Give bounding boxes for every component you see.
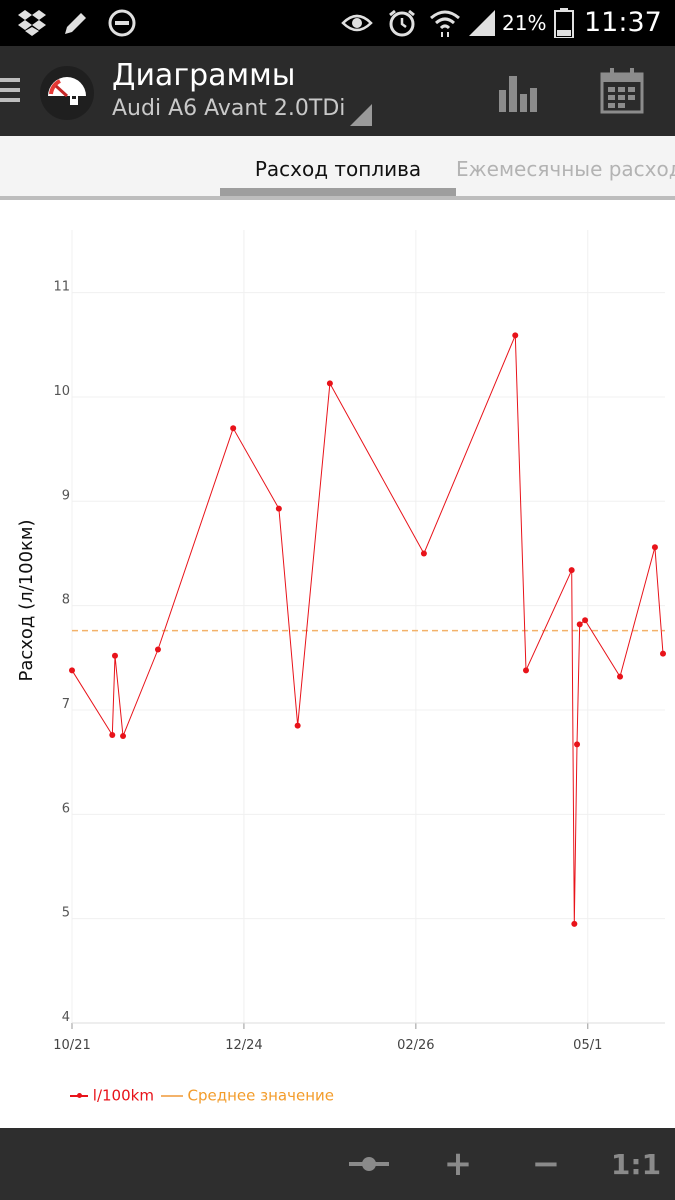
x-tick-label: 05/1	[573, 1038, 602, 1053]
zoom-out-icon[interactable]: −	[531, 1144, 561, 1184]
y-tick-label: 7	[62, 697, 70, 712]
y-tick-label: 10	[53, 384, 70, 399]
data-point	[576, 621, 583, 628]
data-point	[568, 567, 575, 574]
data-point	[574, 741, 581, 748]
page-title: Диаграммы	[112, 58, 296, 93]
y-tick-label: 5	[62, 906, 70, 921]
dropbox-icon	[16, 8, 48, 38]
data-point	[651, 544, 658, 551]
data-point	[230, 425, 237, 432]
legend-label-average: Среднее значение	[187, 1086, 334, 1105]
slider-icon[interactable]	[346, 1140, 392, 1188]
data-point	[275, 505, 282, 512]
data-point	[522, 667, 529, 674]
data-point	[326, 380, 333, 387]
bar-chart-icon[interactable]	[493, 66, 543, 116]
legend-label-l100km: l/100km	[92, 1086, 154, 1105]
series-line-l100km	[71, 335, 664, 924]
battery-icon	[552, 8, 576, 38]
tab-bar: Расход топлива Ежемесячные расходы	[0, 136, 675, 200]
data-point	[660, 650, 666, 657]
y-tick-label: 9	[62, 488, 70, 503]
tab-monthly-expenses[interactable]: Ежемесячные расходы	[456, 157, 675, 181]
calendar-icon[interactable]	[598, 66, 648, 116]
vehicle-selector[interactable]: Audi A6 Avant 2.0TDi	[112, 96, 346, 121]
data-point	[582, 617, 589, 624]
y-tick-label: 11	[53, 280, 70, 295]
data-point	[571, 920, 578, 927]
y-tick-label: 6	[62, 801, 70, 816]
zoom-in-icon[interactable]: +	[443, 1144, 473, 1184]
data-point	[154, 646, 161, 653]
data-point	[294, 722, 301, 729]
pencil-icon	[60, 8, 92, 38]
bottom-toolbar	[0, 1128, 675, 1200]
data-point	[109, 732, 116, 739]
battery-percent: 21%	[502, 11, 547, 35]
signal-icon	[466, 8, 498, 38]
data-point	[69, 667, 75, 674]
tab-fuel-consumption[interactable]: Расход топлива	[220, 136, 456, 196]
data-point	[420, 550, 427, 557]
x-tick-label: 02/26	[397, 1038, 434, 1053]
x-tick-label: 12/24	[225, 1038, 262, 1053]
chart-legend: l/100km Среднее значение	[70, 1086, 334, 1108]
alarm-icon	[386, 8, 418, 38]
app-logo-fuel-gauge-icon[interactable]	[40, 66, 94, 120]
y-axis-title: Расход (л/100км)	[16, 519, 37, 681]
y-tick-label: 4	[62, 1010, 70, 1025]
data-point	[120, 733, 127, 740]
do-not-disturb-icon	[106, 8, 138, 38]
status-bar: 21% 11:37	[0, 0, 675, 46]
menu-icon[interactable]	[0, 78, 20, 106]
wifi-icon	[428, 8, 462, 38]
action-bar	[0, 46, 675, 136]
x-tick-label: 10/21	[53, 1038, 90, 1053]
data-point	[617, 673, 624, 680]
fuel-consumption-chart[interactable]: 4 5 6 7 8 9 10 11 10/21 12/24 02/26 05/1 Расход (л/1…	[0, 200, 675, 1128]
legend-swatch-average	[160, 1094, 183, 1097]
dropdown-corner-icon	[350, 104, 372, 126]
data-point	[512, 332, 519, 339]
clock: 11:37	[584, 7, 662, 38]
y-tick-label: 8	[62, 593, 70, 608]
data-point	[111, 652, 118, 659]
eye-icon	[340, 8, 374, 38]
reset-zoom-button[interactable]: 1:1	[610, 1147, 662, 1181]
legend-swatch-l100km	[70, 1092, 88, 1098]
